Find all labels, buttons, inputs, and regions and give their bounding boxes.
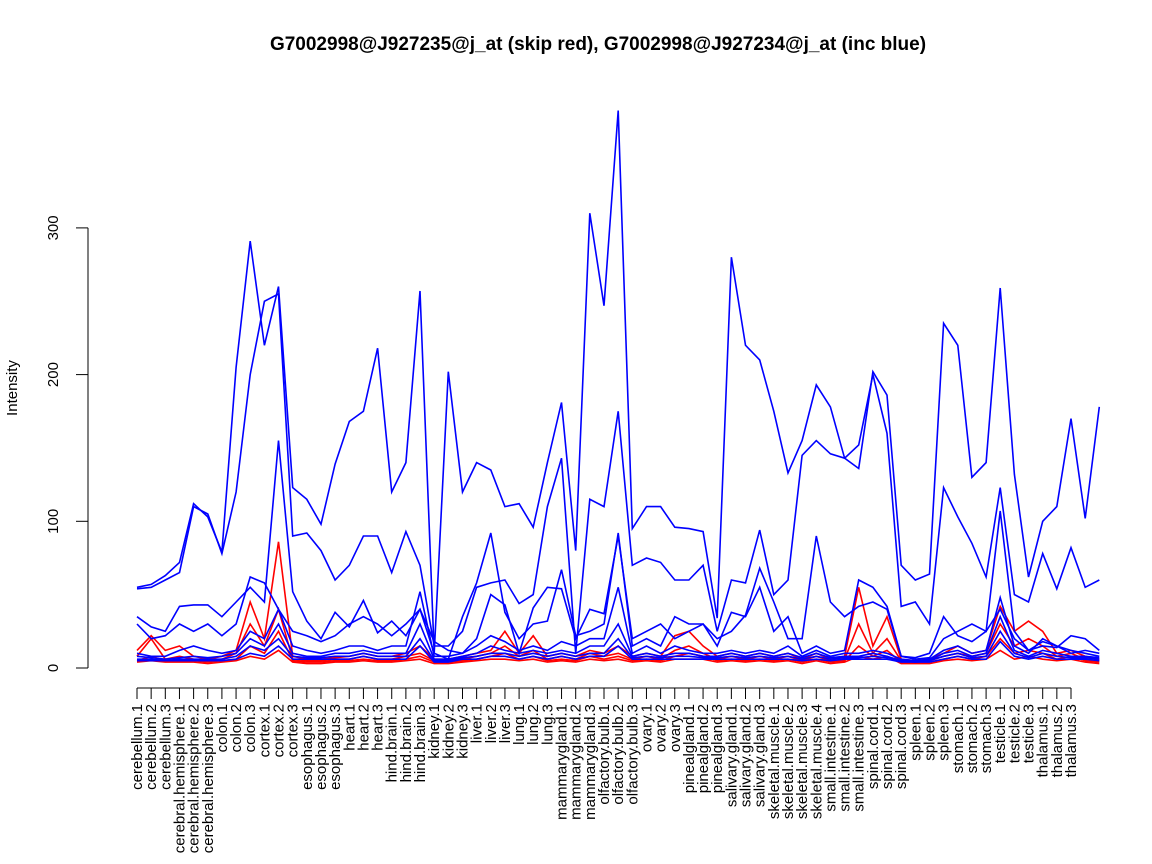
x-tick-label: liver.2 bbox=[483, 704, 500, 743]
x-tick-label: cortex.3 bbox=[285, 704, 302, 757]
y-tick-label: 300 bbox=[45, 215, 62, 240]
x-tick-label: hind.brain.2 bbox=[398, 704, 415, 782]
x-tick-label: liver.3 bbox=[497, 704, 514, 743]
x-tick-label: spinal.cord.2 bbox=[879, 704, 896, 789]
y-axis: 0 100 200 300 bbox=[45, 215, 89, 672]
x-tick-label: pinealgland.1 bbox=[681, 704, 698, 793]
x-tick-label: ovary.1 bbox=[638, 704, 655, 752]
x-tick-label: pinealgland.3 bbox=[709, 704, 726, 793]
x-tick-label: esophagus.1 bbox=[299, 704, 316, 790]
x-tick-label: spinal.cord.1 bbox=[865, 704, 882, 789]
x-axis: cerebellum.1cerebellum.2cerebellum.3cere… bbox=[129, 687, 1080, 853]
x-tick-label: testicle.1 bbox=[992, 704, 1009, 763]
x-tick-label: cerebral.hemisphere.2 bbox=[186, 704, 203, 853]
x-tick-label: salivary.gland.1 bbox=[723, 704, 740, 807]
x-tick-label: olfactory.bulb.2 bbox=[610, 704, 627, 805]
series-line-7 bbox=[137, 629, 1100, 663]
y-tick-label: 0 bbox=[45, 664, 62, 672]
series-line-5 bbox=[136, 587, 1100, 662]
x-tick-label: kidney.2 bbox=[440, 704, 457, 759]
x-tick-label: salivary.gland.3 bbox=[752, 704, 769, 807]
x-tick-label: cerebellum.3 bbox=[157, 704, 174, 790]
x-tick-label: salivary.gland.2 bbox=[738, 704, 755, 807]
x-tick-label: testicle.2 bbox=[1006, 704, 1023, 763]
x-tick-label: skeletal.muscle.3 bbox=[794, 704, 811, 819]
series-line-1 bbox=[136, 110, 1101, 654]
x-tick-label: small.intestine.1 bbox=[822, 704, 839, 812]
x-tick-label: skeletal.muscle.4 bbox=[808, 704, 825, 819]
x-tick-label: cortex.1 bbox=[256, 704, 273, 757]
x-tick-label: heart.3 bbox=[370, 704, 387, 751]
x-tick-label: thalamus.2 bbox=[1049, 704, 1066, 777]
x-tick-label: colon.2 bbox=[228, 704, 245, 752]
x-tick-label: stomach.3 bbox=[978, 704, 995, 773]
x-tick-label: cerebral.hemisphere.1 bbox=[171, 704, 188, 853]
x-tick-label: mammarygland.2 bbox=[568, 704, 585, 820]
plot-area bbox=[136, 110, 1101, 665]
series-line-8 bbox=[137, 640, 1100, 663]
x-tick-label: mammarygland.3 bbox=[582, 704, 599, 820]
x-tick-label: hind.brain.3 bbox=[412, 704, 429, 782]
x-tick-label: olfactory.bulb.3 bbox=[624, 704, 641, 805]
x-tick-label: stomach.2 bbox=[964, 704, 981, 773]
x-tick-label: mammarygland.1 bbox=[554, 704, 571, 820]
series-line-2 bbox=[136, 292, 1100, 654]
x-tick-label: hind.brain.1 bbox=[384, 704, 401, 782]
x-tick-label: lung.2 bbox=[525, 704, 542, 745]
x-tick-label: cerebral.hemisphere.3 bbox=[200, 704, 217, 853]
x-tick-label: pinealgland.2 bbox=[695, 704, 712, 793]
series-line-12 bbox=[136, 649, 1100, 665]
x-tick-label: liver.1 bbox=[469, 704, 486, 743]
x-tick-label: lung.1 bbox=[511, 704, 528, 745]
x-tick-label: spleen.3 bbox=[936, 704, 953, 761]
y-axis-label: Intensity bbox=[4, 360, 21, 416]
x-tick-label: olfactory.bulb.1 bbox=[596, 704, 613, 805]
x-tick-label: heart.2 bbox=[355, 704, 372, 751]
series-line-6 bbox=[136, 614, 1100, 662]
x-tick-label: esophagus.2 bbox=[313, 704, 330, 790]
x-tick-label: thalamus.1 bbox=[1035, 704, 1052, 777]
x-tick-label: kidney.1 bbox=[426, 704, 443, 759]
x-tick-label: testicle.3 bbox=[1021, 704, 1038, 763]
x-tick-label: lung.3 bbox=[539, 704, 556, 745]
x-tick-label: spinal.cord.3 bbox=[893, 704, 910, 789]
x-tick-label: ovary.3 bbox=[667, 704, 684, 752]
x-tick-label: colon.1 bbox=[214, 704, 231, 752]
x-tick-label: small.intestine.2 bbox=[837, 704, 854, 812]
x-tick-label: spleen.2 bbox=[921, 704, 938, 761]
chart-title: G7002998@J927235@j_at (skip red), G70029… bbox=[270, 34, 926, 55]
x-tick-label: thalamus.3 bbox=[1063, 704, 1080, 777]
x-tick-label: small.intestine.3 bbox=[851, 704, 868, 812]
x-tick-label: cortex.2 bbox=[271, 704, 288, 757]
x-tick-label: ovary.2 bbox=[653, 704, 670, 752]
x-tick-label: heart.1 bbox=[341, 704, 358, 751]
x-tick-label: stomach.1 bbox=[950, 704, 967, 773]
x-tick-label: cerebellum.1 bbox=[129, 704, 146, 790]
x-tick-label: spleen.1 bbox=[907, 704, 924, 761]
y-tick-label: 100 bbox=[45, 509, 62, 534]
x-tick-label: skeletal.muscle.1 bbox=[766, 704, 783, 819]
x-tick-label: kidney.3 bbox=[454, 704, 471, 759]
x-tick-label: skeletal.muscle.2 bbox=[780, 704, 797, 819]
y-tick-label: 200 bbox=[45, 362, 62, 387]
x-tick-label: colon.3 bbox=[242, 704, 259, 752]
x-tick-label: esophagus.3 bbox=[327, 704, 344, 790]
x-tick-label: cerebellum.2 bbox=[143, 704, 160, 790]
series-line-4 bbox=[136, 510, 1100, 661]
